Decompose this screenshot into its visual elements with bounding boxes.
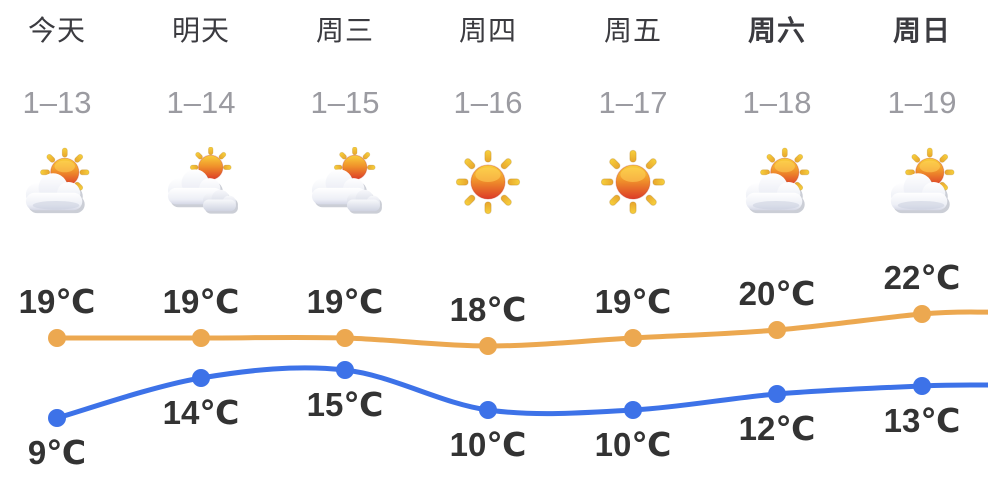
high-temp-label: 19℃ [307, 283, 384, 320]
day-column-wednesday[interactable]: 周三 1–15 [274, 0, 416, 217]
high-temp-label: 18℃ [450, 291, 527, 328]
high-temp-label: 19℃ [595, 283, 672, 320]
high-temp-point [624, 329, 642, 347]
low-temp-point [48, 409, 66, 427]
weather-icon-wrap [706, 147, 848, 217]
day-column-tomorrow[interactable]: 明天 1–14 [130, 0, 272, 217]
high-temp-label: 19℃ [163, 283, 240, 320]
low-temp-label: 12℃ [739, 410, 816, 447]
high-temp-point [768, 321, 786, 339]
low-temp-label: 15℃ [307, 386, 384, 423]
day-column-sunday[interactable]: 周日 1–19 [851, 0, 988, 217]
weather-icon-wrap [130, 147, 272, 217]
day-date-label: 1–19 [887, 85, 957, 120]
weather-icon-wrap [562, 147, 704, 217]
weather-icon-wrap [851, 147, 988, 217]
day-name-label: 周日 [892, 15, 951, 46]
low-temp-point [913, 377, 931, 395]
temperature-chart: 19℃ 19℃ 19℃ 18℃ 19℃ 20℃ 22℃ 9℃ 14℃ 15℃ 10℃ 10℃ 12℃ 13… [19, 259, 988, 471]
day-name-label: 周三 [315, 15, 374, 46]
low-temp-label: 14℃ [163, 394, 240, 431]
weather-icon-wrap [417, 147, 559, 217]
high-temp-point [48, 329, 66, 347]
low-temp-label: 13℃ [884, 402, 961, 439]
day-date-label: 1–17 [598, 85, 668, 120]
day-date-label: 1–14 [166, 85, 236, 120]
day-date-label: 1–16 [453, 85, 523, 120]
low-temp-label: 10℃ [450, 426, 527, 463]
high-temp-label: 20℃ [739, 275, 816, 312]
day-name-label: 周五 [603, 15, 662, 46]
cloudy-icon [297, 147, 393, 217]
partly-cloudy-icon [874, 147, 970, 217]
high-temp-point [336, 329, 354, 347]
partly-cloudy-icon [9, 147, 105, 217]
day-name-label: 今天 [27, 15, 86, 46]
high-temp-point [192, 329, 210, 347]
day-date-label: 1–13 [22, 85, 92, 120]
weather-icon-wrap [0, 147, 128, 217]
low-temp-point [192, 369, 210, 387]
low-temp-point [624, 401, 642, 419]
high-temp-point [913, 305, 931, 323]
day-column-friday[interactable]: 周五 1–17 [562, 0, 704, 217]
high-temp-label: 19℃ [19, 283, 96, 320]
cloudy-icon [153, 147, 249, 217]
low-temp-point [336, 361, 354, 379]
low-temp-label: 10℃ [595, 426, 672, 463]
weather-icon-wrap [274, 147, 416, 217]
day-column-saturday[interactable]: 周六 1–18 [706, 0, 848, 217]
day-date-label: 1–15 [310, 85, 380, 120]
sunny-icon [585, 147, 681, 217]
day-column-thursday[interactable]: 周四 1–16 [417, 0, 559, 217]
low-temp-point [479, 401, 497, 419]
high-temp-point [479, 337, 497, 355]
day-name-label: 周四 [458, 15, 517, 46]
sunny-icon [440, 147, 536, 217]
low-temp-label: 9℃ [28, 434, 86, 471]
low-temp-point [768, 385, 786, 403]
high-temp-label: 22℃ [884, 259, 961, 296]
day-name-label: 明天 [171, 15, 230, 46]
day-name-label: 周六 [747, 15, 806, 46]
low-temp-line [54, 365, 988, 421]
partly-cloudy-icon [729, 147, 825, 217]
day-date-label: 1–18 [742, 85, 812, 120]
day-column-today[interactable]: 今天 1–13 [0, 0, 128, 217]
high-temp-line [54, 309, 988, 349]
